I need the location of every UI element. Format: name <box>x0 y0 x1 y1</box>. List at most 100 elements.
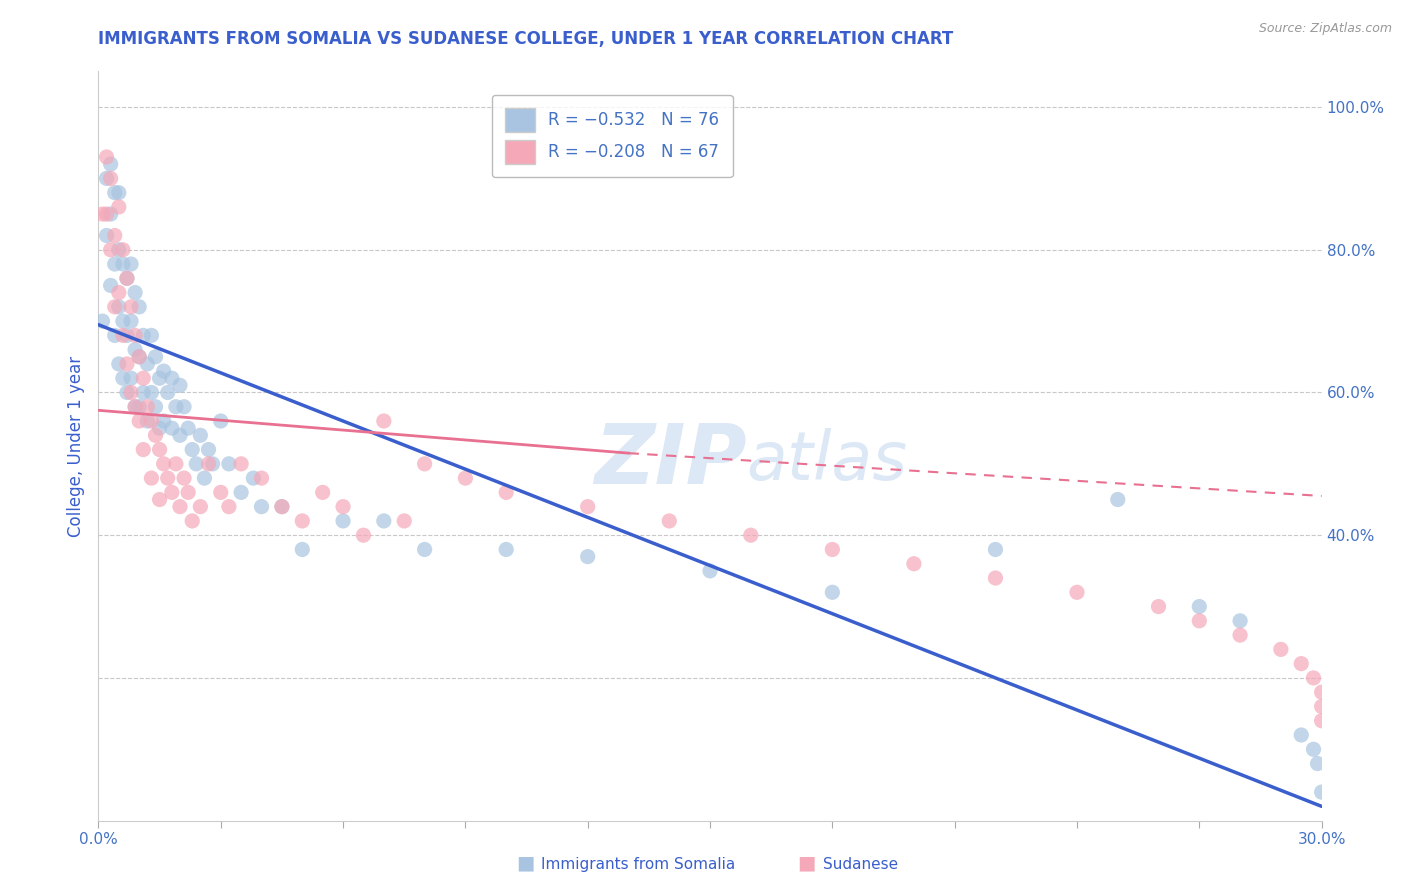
Point <box>152 457 174 471</box>
Point <box>821 542 844 557</box>
Point <box>699 564 721 578</box>
Point <box>332 514 354 528</box>
Point <box>250 471 273 485</box>
Point <box>132 328 155 343</box>
Point <box>100 243 122 257</box>
Text: Sudanese: Sudanese <box>823 857 897 872</box>
Point <box>156 471 179 485</box>
Point <box>392 514 416 528</box>
Point <box>173 400 195 414</box>
Point <box>270 500 294 514</box>
Point <box>96 207 118 221</box>
Point <box>136 400 159 414</box>
Text: ■: ■ <box>516 854 534 872</box>
Point <box>115 271 138 285</box>
Point <box>104 186 127 200</box>
Point <box>984 571 1007 585</box>
Point <box>124 400 146 414</box>
Point <box>821 585 844 599</box>
Point <box>454 471 477 485</box>
Point <box>124 400 146 414</box>
Point <box>100 157 122 171</box>
Point <box>115 328 138 343</box>
Point <box>108 200 131 214</box>
Point <box>111 328 134 343</box>
Point <box>1302 671 1324 685</box>
Point <box>291 542 314 557</box>
Point <box>1306 756 1329 771</box>
Point <box>188 500 212 514</box>
Point <box>270 500 294 514</box>
Point <box>108 243 131 257</box>
Point <box>740 528 762 542</box>
Point <box>181 442 204 457</box>
Point <box>1107 492 1129 507</box>
Point <box>177 421 200 435</box>
Point <box>149 442 172 457</box>
Point <box>1291 728 1313 742</box>
Point <box>115 385 138 400</box>
Point <box>108 357 131 371</box>
Point <box>413 457 436 471</box>
Point <box>149 421 172 435</box>
Point <box>576 500 599 514</box>
Point <box>128 400 150 414</box>
Point <box>100 278 122 293</box>
Point <box>188 428 212 442</box>
Point <box>152 364 174 378</box>
Point <box>413 542 436 557</box>
Point <box>108 300 131 314</box>
Point <box>104 300 127 314</box>
Point <box>104 257 127 271</box>
Point <box>1229 628 1251 642</box>
Point <box>1188 599 1211 614</box>
Point <box>136 357 159 371</box>
Text: Source: ZipAtlas.com: Source: ZipAtlas.com <box>1258 22 1392 36</box>
Point <box>160 421 183 435</box>
Point <box>231 485 253 500</box>
Text: ■: ■ <box>797 854 815 872</box>
Point <box>209 414 232 428</box>
Point <box>120 385 142 400</box>
Point <box>115 271 138 285</box>
Point <box>1270 642 1292 657</box>
Point <box>108 285 131 300</box>
Point <box>156 385 179 400</box>
Point <box>165 457 187 471</box>
Point <box>149 492 172 507</box>
Point <box>250 500 273 514</box>
Point <box>124 343 146 357</box>
Point <box>152 414 174 428</box>
Text: ZIP: ZIP <box>595 420 747 501</box>
Point <box>120 371 142 385</box>
Text: IMMIGRANTS FROM SOMALIA VS SUDANESE COLLEGE, UNDER 1 YEAR CORRELATION CHART: IMMIGRANTS FROM SOMALIA VS SUDANESE COLL… <box>98 29 953 47</box>
Point <box>141 471 163 485</box>
Point <box>1291 657 1313 671</box>
Point <box>332 500 354 514</box>
Point <box>104 228 127 243</box>
Point <box>201 457 224 471</box>
Point <box>181 514 204 528</box>
Point <box>111 371 134 385</box>
Point <box>291 514 314 528</box>
Point <box>91 207 114 221</box>
Legend: R = −0.532   N = 76, R = −0.208   N = 67: R = −0.532 N = 76, R = −0.208 N = 67 <box>492 95 733 177</box>
Point <box>141 414 163 428</box>
Point <box>1188 614 1211 628</box>
Point <box>91 314 114 328</box>
Point <box>100 207 122 221</box>
Point <box>128 350 150 364</box>
Point <box>145 350 167 364</box>
Point <box>1310 699 1333 714</box>
Point <box>312 485 335 500</box>
Point <box>120 257 142 271</box>
Point <box>160 485 183 500</box>
Point <box>658 514 681 528</box>
Point <box>197 442 219 457</box>
Point <box>120 300 142 314</box>
Point <box>145 428 167 442</box>
Point <box>373 514 395 528</box>
Point <box>173 471 195 485</box>
Point <box>120 314 142 328</box>
Point <box>128 350 150 364</box>
